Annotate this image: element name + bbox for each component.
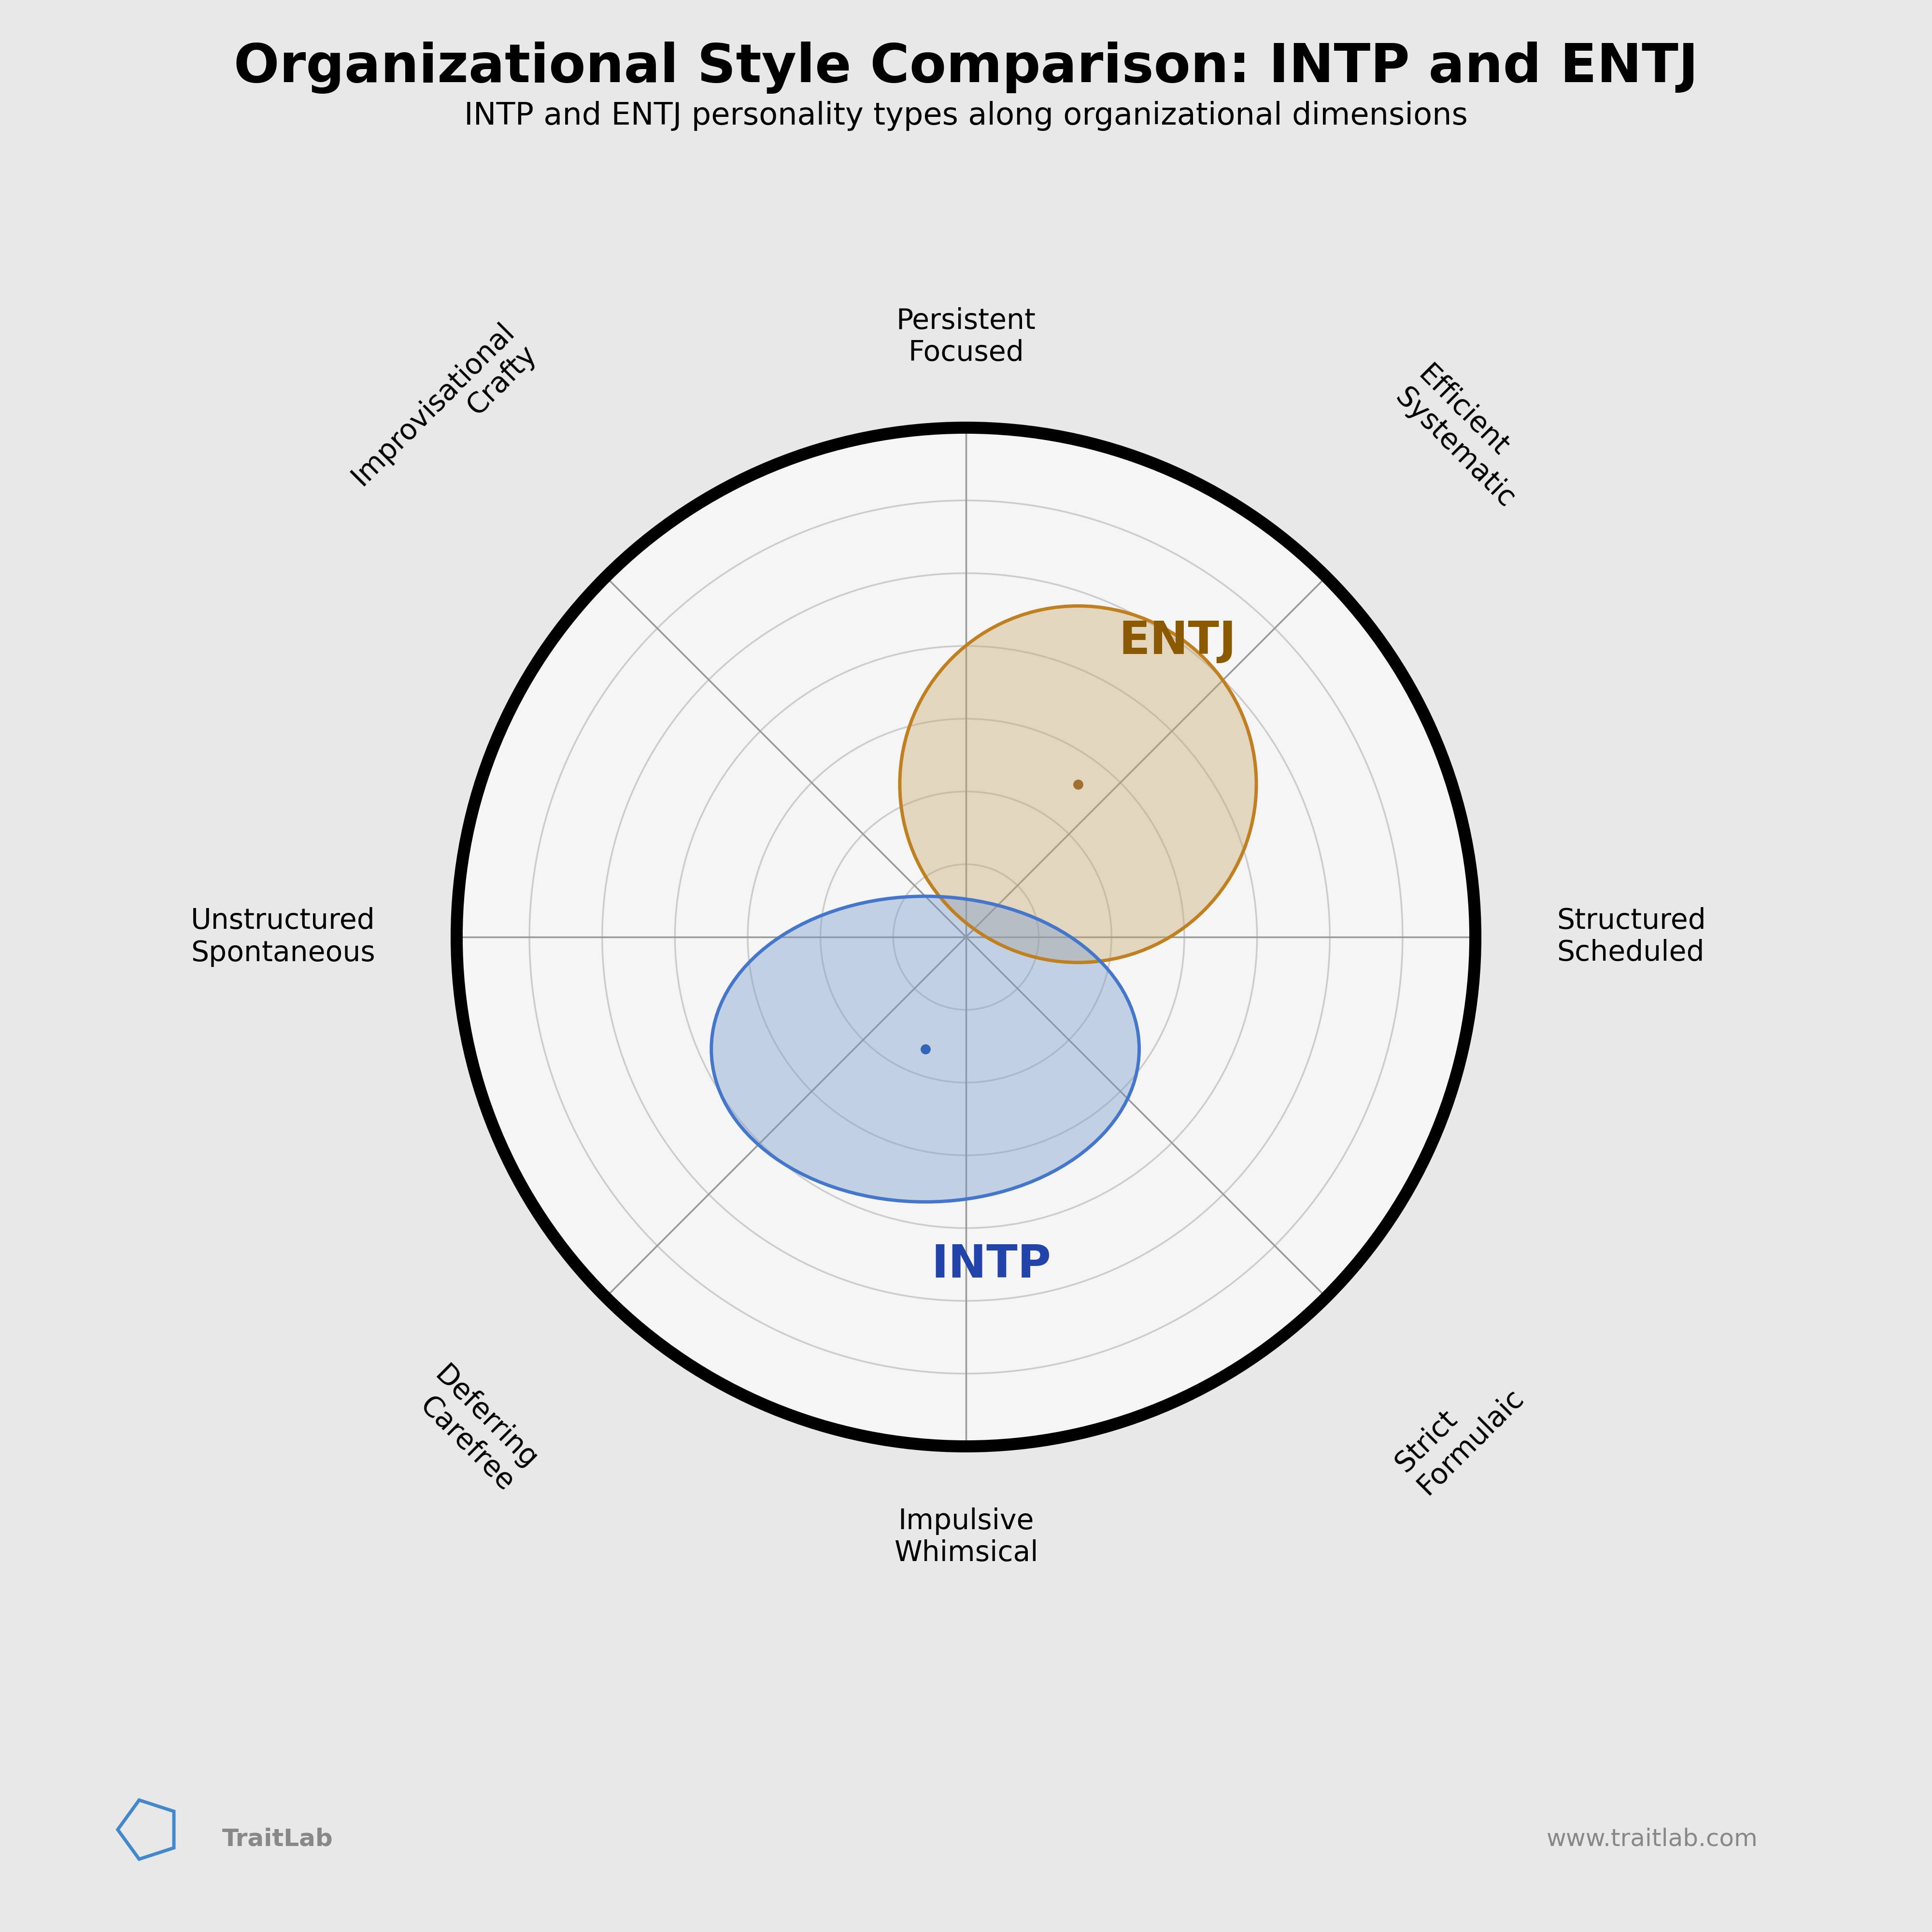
Ellipse shape: [900, 607, 1256, 962]
Ellipse shape: [711, 896, 1140, 1202]
Text: Improvisational
Crafty: Improvisational Crafty: [346, 317, 543, 514]
Text: Organizational Style Comparison: INTP and ENTJ: Organizational Style Comparison: INTP an…: [234, 41, 1698, 93]
Text: Impulsive
Whimsical: Impulsive Whimsical: [895, 1507, 1037, 1567]
Text: Efficient
Systematic: Efficient Systematic: [1389, 361, 1542, 514]
Text: INTP and ENTJ personality types along organizational dimensions: INTP and ENTJ personality types along or…: [464, 100, 1468, 131]
Text: TraitLab: TraitLab: [222, 1828, 332, 1851]
Text: Deferring
Carefree: Deferring Carefree: [406, 1360, 543, 1497]
Circle shape: [456, 427, 1476, 1447]
Text: Persistent
Focused: Persistent Focused: [896, 307, 1036, 367]
Text: Strict
Formulaic: Strict Formulaic: [1389, 1360, 1528, 1499]
Text: ENTJ: ENTJ: [1119, 620, 1236, 665]
Text: INTP: INTP: [931, 1242, 1051, 1287]
Text: Unstructured
Spontaneous: Unstructured Spontaneous: [191, 908, 375, 966]
Text: www.traitlab.com: www.traitlab.com: [1548, 1828, 1758, 1851]
Text: Structured
Scheduled: Structured Scheduled: [1557, 908, 1706, 966]
